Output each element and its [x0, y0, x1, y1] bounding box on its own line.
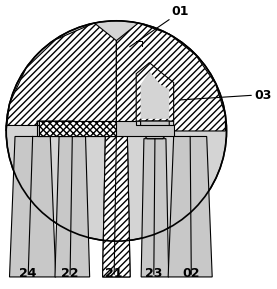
Polygon shape: [9, 136, 56, 277]
Polygon shape: [55, 136, 90, 277]
Polygon shape: [168, 136, 212, 277]
Polygon shape: [136, 63, 174, 121]
Polygon shape: [102, 136, 130, 277]
Polygon shape: [141, 121, 169, 139]
Polygon shape: [141, 71, 169, 119]
Polygon shape: [37, 121, 75, 125]
Polygon shape: [141, 139, 169, 277]
Text: 03: 03: [254, 89, 271, 102]
Polygon shape: [102, 136, 130, 277]
Text: 22: 22: [61, 267, 79, 280]
Circle shape: [6, 21, 227, 241]
Bar: [39, 121, 116, 136]
Text: 23: 23: [145, 267, 163, 280]
Polygon shape: [6, 23, 116, 131]
Text: 01: 01: [171, 5, 189, 18]
Polygon shape: [116, 23, 225, 131]
Text: 24: 24: [19, 267, 37, 280]
Text: 21: 21: [106, 267, 123, 280]
Polygon shape: [37, 121, 174, 136]
Text: 02: 02: [183, 267, 200, 280]
